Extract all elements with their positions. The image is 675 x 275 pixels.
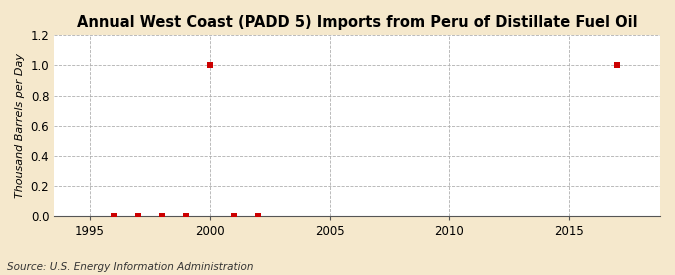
Point: [109, 214, 119, 218]
Title: Annual West Coast (PADD 5) Imports from Peru of Distillate Fuel Oil: Annual West Coast (PADD 5) Imports from …: [77, 15, 637, 30]
Point: [180, 214, 191, 218]
Point: [228, 214, 239, 218]
Point: [252, 214, 263, 218]
Point: [612, 63, 622, 68]
Point: [205, 63, 215, 68]
Text: Source: U.S. Energy Information Administration: Source: U.S. Energy Information Administ…: [7, 262, 253, 272]
Point: [157, 214, 167, 218]
Y-axis label: Thousand Barrels per Day: Thousand Barrels per Day: [15, 53, 25, 198]
Point: [132, 214, 143, 218]
